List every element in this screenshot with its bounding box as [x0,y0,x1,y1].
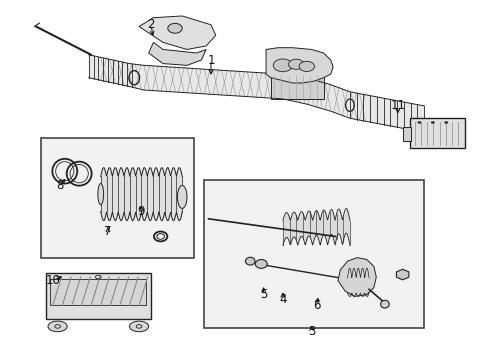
Ellipse shape [380,300,388,308]
Ellipse shape [167,23,182,33]
Ellipse shape [255,260,267,268]
Ellipse shape [299,61,314,72]
Text: 6: 6 [312,299,320,312]
Text: 5: 5 [260,288,267,301]
Bar [203,180,424,328]
Text: 11: 11 [389,99,405,112]
Ellipse shape [417,121,421,124]
Ellipse shape [177,185,186,208]
Polygon shape [139,16,215,49]
Text: 8: 8 [56,179,63,192]
Text: 4: 4 [279,293,286,306]
Polygon shape [148,42,206,66]
Bar [409,118,464,148]
Text: 9: 9 [138,205,145,218]
Ellipse shape [430,121,434,124]
Ellipse shape [129,321,148,332]
Polygon shape [337,258,376,296]
Text: 3: 3 [307,325,315,338]
Polygon shape [265,48,332,83]
Ellipse shape [98,184,103,205]
Ellipse shape [273,59,292,72]
Polygon shape [89,55,424,132]
Ellipse shape [245,257,255,265]
Polygon shape [396,269,408,280]
Bar [402,127,410,141]
Text: 1: 1 [207,54,214,67]
Ellipse shape [288,59,304,69]
Bar [270,74,323,99]
Bar [41,138,194,258]
Text: 10: 10 [45,274,60,287]
Bar [45,274,151,319]
Ellipse shape [444,121,447,124]
Bar [50,279,146,305]
Ellipse shape [48,321,67,332]
Text: 2: 2 [147,18,155,31]
Text: 7: 7 [104,225,111,238]
